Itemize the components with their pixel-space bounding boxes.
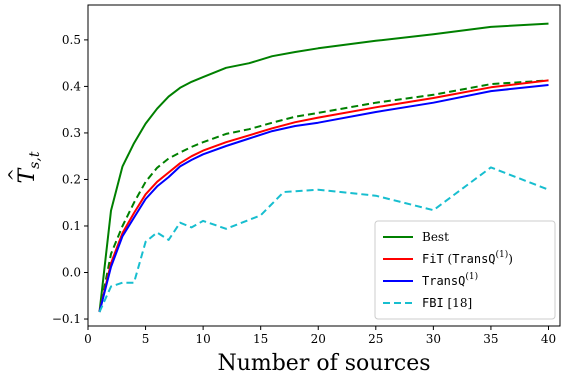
legend-label-part: Best (422, 230, 449, 244)
legend-label-part: (1) (465, 271, 478, 282)
legend-label-part: (1) (496, 249, 509, 260)
x-tick-label: 35 (483, 332, 498, 346)
x-tick-label: 0 (84, 332, 92, 346)
x-tick-label: 30 (426, 332, 441, 346)
y-tick-label: 0.2 (62, 172, 81, 186)
y-tick-label: −0.1 (52, 312, 81, 326)
x-axis-label: Number of sources (217, 351, 430, 376)
legend-label-part: FBI (422, 296, 444, 310)
x-tick-label: 25 (368, 332, 383, 346)
y-tick-label: 0.0 (62, 266, 81, 280)
legend-label-2: TransQ(1) (422, 271, 478, 288)
y-tick-label: 0.4 (62, 79, 81, 93)
legend-label-0: Best (422, 230, 449, 244)
legend-label-part: FiT (422, 252, 444, 266)
x-tick-label: 5 (142, 332, 150, 346)
x-tick-label: 10 (195, 332, 210, 346)
series-line-2 (98, 79, 549, 313)
legend-label-part: TransQ (422, 274, 465, 288)
y-axis-label-sub: s,t (27, 151, 43, 169)
x-tick-label: 15 (253, 332, 268, 346)
y-tick-label: 0.3 (62, 126, 81, 140)
y-axis-label: Ts,t ^ (5, 151, 43, 183)
y-tick-label: 0.5 (62, 33, 81, 47)
series-line-0 (98, 22, 549, 313)
legend-box (374, 220, 556, 320)
series-line-1 (98, 79, 549, 313)
series-line-4 (98, 166, 549, 313)
plot-frame (87, 4, 561, 327)
legend-label-1: FiT (TransQ(1)) (422, 249, 513, 266)
legend-label-part: [18] (444, 296, 472, 310)
x-tick-label: 20 (311, 332, 326, 346)
y-axis-label-hat: ^ (5, 168, 24, 181)
series-lines (98, 22, 549, 313)
y-axis-ticks: −0.1 0.0 0.1 0.2 0.3 0.4 0.5 (52, 33, 88, 326)
series-line-3 (98, 84, 549, 313)
svg-text:Ts,t: Ts,t (15, 151, 43, 183)
legend-label-part: ( (444, 252, 453, 266)
x-tick-label: 40 (541, 332, 556, 346)
legend-label-3: FBI [18] (422, 296, 472, 310)
legend-label-part: TransQ (452, 252, 495, 266)
y-axis-label-base: T (15, 167, 40, 184)
y-tick-label: 0.1 (62, 219, 81, 233)
x-axis-ticks: 0 5 10 15 20 25 30 35 40 (84, 326, 556, 346)
legend-label-part: ) (508, 252, 513, 266)
